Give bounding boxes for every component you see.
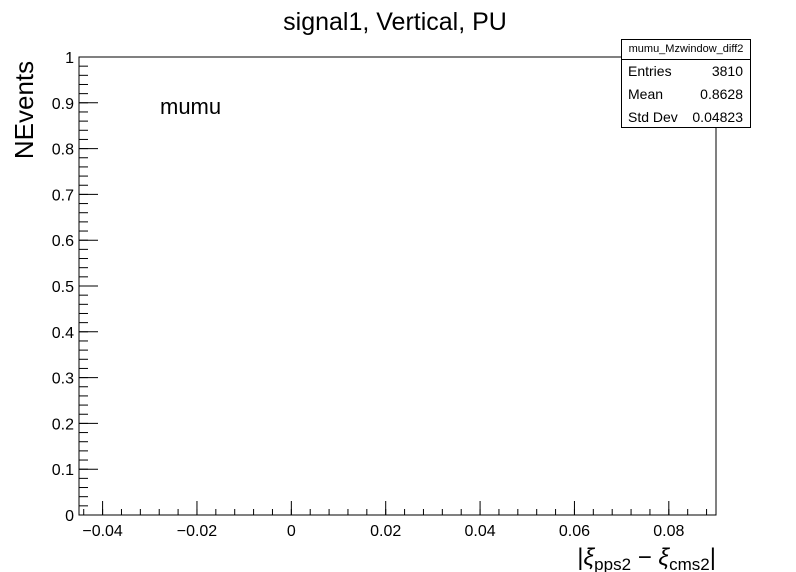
stats-label-entries: Entries [628, 63, 672, 79]
y-tick-label: 0.1 [52, 462, 74, 479]
y-tick-label: 0.4 [52, 325, 74, 342]
stats-box: mumu_Mzwindow_diff2 Entries 3810 Mean 0.… [621, 39, 751, 128]
x-tick-label: 0.08 [653, 523, 684, 540]
y-tick-label: 0.2 [52, 416, 74, 433]
stats-value-stddev: 0.04823 [692, 109, 743, 125]
annotation-mumu: mumu [160, 94, 221, 119]
stats-label-mean: Mean [628, 86, 664, 102]
x-axis-label-text: |ξpps2 − ξcms2| [577, 544, 716, 572]
chart-title: signal1, Vertical, PU [283, 8, 507, 36]
x-axis-label: |ξpps2 − ξcms2| [577, 544, 716, 572]
stats-row-entries: Entries 3810 [622, 60, 750, 83]
stats-row-mean: Mean 0.8628 [622, 83, 750, 106]
x-tick-label: 0.02 [370, 523, 401, 540]
y-tick-label: 0.3 [52, 371, 74, 388]
y-tick-label: 1 [65, 50, 74, 67]
y-tick-label: 0.5 [52, 279, 74, 296]
x-tick-label: 0.04 [465, 523, 496, 540]
x-tick-label: −0.02 [177, 523, 218, 540]
x-axis: −0.04 −0.02 0 0.02 0.04 0.06 0.08 [82, 501, 708, 540]
stats-title: mumu_Mzwindow_diff2 [622, 40, 750, 60]
stats-row-stddev: Std Dev 0.04823 [622, 106, 750, 129]
x-tick-label: 0 [287, 523, 296, 540]
y-axis-label: NEvents [9, 61, 39, 159]
y-axis: 0 0.1 0.2 0.3 0.4 0.5 0.6 0.7 0.8 0.9 1 [52, 50, 98, 525]
y-tick-label: 0.8 [52, 142, 74, 159]
x-tick-label: 0.06 [559, 523, 590, 540]
stats-label-stddev: Std Dev [628, 109, 678, 125]
stats-value-mean: 0.8628 [700, 86, 743, 102]
stats-value-entries: 3810 [711, 63, 743, 79]
y-tick-label: 0.6 [52, 233, 74, 250]
y-tick-label: 0.7 [52, 187, 74, 204]
y-tick-label: 0 [65, 508, 74, 525]
x-tick-label: −0.04 [82, 523, 123, 540]
y-tick-label: 0.9 [52, 96, 74, 113]
